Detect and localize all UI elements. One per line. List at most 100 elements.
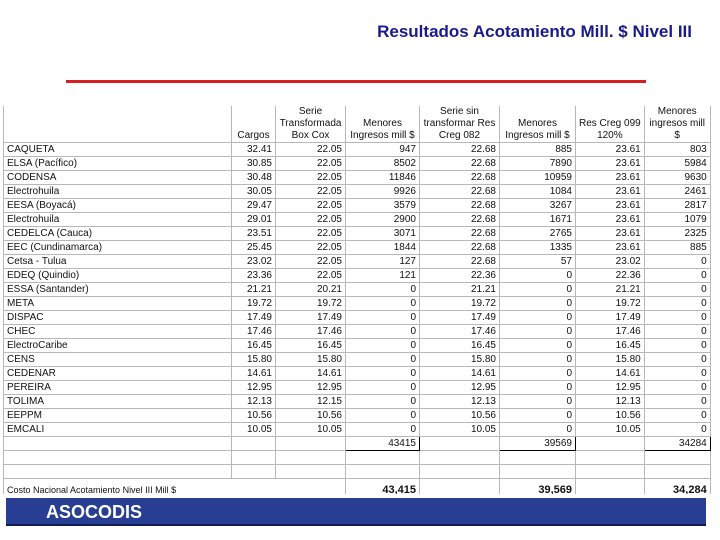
- utility-name-cell: CEDENAR: [3, 366, 232, 381]
- blank-row: [3, 450, 711, 465]
- table-row: CODENSA 30.48 22.05 11846 22.68 10959 23.61 963…: [3, 170, 711, 185]
- value-cell: 21.21: [231, 282, 276, 297]
- column-header: Box Cox: [275, 130, 346, 143]
- value-cell: 22.05: [275, 184, 346, 199]
- empty-cell: [275, 464, 346, 479]
- value-cell: 10959: [499, 170, 576, 185]
- value-cell: 0: [643, 324, 711, 339]
- column-header: Res Creg 099: [575, 118, 645, 130]
- footer-brand-label: ASOCODIS: [46, 502, 143, 522]
- value-cell: 0: [643, 254, 711, 269]
- value-cell: 17.46: [575, 324, 645, 339]
- empty-cell: [575, 436, 645, 451]
- empty-cell: [275, 450, 346, 465]
- utility-name-cell: META: [3, 296, 232, 311]
- table-row: TOLIMA 12.13 12.15 0 12.13 0 12.13 0: [3, 394, 711, 409]
- table-row: CHEC 17.46 17.46 0 17.46 0 17.46 0: [3, 324, 711, 339]
- value-cell: 22.68: [419, 226, 500, 241]
- value-cell: 7890: [499, 156, 576, 171]
- value-cell: 0: [345, 338, 420, 353]
- empty-cell: [231, 450, 276, 465]
- value-cell: 22.36: [419, 268, 500, 283]
- value-cell: 23.61: [575, 226, 645, 241]
- value-cell: 0: [643, 394, 711, 409]
- value-cell: 20.21: [275, 282, 346, 297]
- utility-name-cell: EEC (Cundinamarca): [3, 240, 232, 255]
- table-row: CEDENAR 14.61 14.61 0 14.61 0 14.61 0: [3, 366, 711, 381]
- value-cell: 17.49: [231, 310, 276, 325]
- value-cell: 0: [345, 310, 420, 325]
- value-cell: 23.36: [231, 268, 276, 283]
- value-cell: 9926: [345, 184, 420, 199]
- value-cell: 10.05: [419, 422, 500, 437]
- value-cell: 947: [345, 142, 420, 157]
- value-cell: 23.61: [575, 156, 645, 171]
- value-cell: 22.68: [419, 212, 500, 227]
- column-header: [499, 106, 576, 118]
- value-cell: 0: [499, 324, 576, 339]
- value-cell: 0: [345, 394, 420, 409]
- empty-cell: [419, 464, 500, 479]
- value-cell: 0: [643, 268, 711, 283]
- empty-cell: [499, 464, 576, 479]
- value-cell: 22.05: [275, 226, 346, 241]
- column-header: $: [643, 130, 711, 143]
- value-cell: 32.41: [231, 142, 276, 157]
- value-cell: 0: [643, 408, 711, 423]
- column-header: Ingresos mill $: [499, 130, 576, 143]
- value-cell: 23.61: [575, 240, 645, 255]
- table-row: Electrohuila 30.05 22.05 9926 22.68 1084 23.61…: [3, 184, 711, 199]
- value-cell: 0: [643, 366, 711, 381]
- value-cell: 16.45: [275, 338, 346, 353]
- table-row: ESSA (Santander) 21.21 20.21 0 21.21 0 21.21 0: [3, 282, 711, 297]
- value-cell: 17.49: [275, 310, 346, 325]
- empty-cell: [575, 478, 645, 494]
- empty-cell: [345, 450, 420, 465]
- value-cell: 1844: [345, 240, 420, 255]
- value-cell: 10.05: [231, 422, 276, 437]
- column-header: 120%: [575, 130, 645, 143]
- value-cell: 0: [499, 352, 576, 367]
- table-row: CAQUETA 32.41 22.05 947 22.68 885 23.61 803: [3, 142, 711, 157]
- value-cell: 2900: [345, 212, 420, 227]
- value-cell: 14.61: [419, 366, 500, 381]
- value-cell: 12.13: [419, 394, 500, 409]
- column-header: Serie: [275, 106, 346, 118]
- column-header: [3, 118, 232, 130]
- value-cell: 17.46: [231, 324, 276, 339]
- value-cell: 885: [643, 240, 711, 255]
- subtotal-cell: 34284: [643, 436, 711, 451]
- page-title: Resultados Acotamiento Mill. $ Nivel III: [377, 22, 692, 41]
- total-row: Costo Nacional Acotamiento Nivel III Mil…: [3, 478, 711, 494]
- value-cell: 17.46: [275, 324, 346, 339]
- table-row: EMCALI 10.05 10.05 0 10.05 0 10.05 0: [3, 422, 711, 437]
- subtotal-cell: 43415: [345, 436, 420, 451]
- value-cell: 0: [499, 366, 576, 381]
- value-cell: 0: [345, 296, 420, 311]
- value-cell: 30.48: [231, 170, 276, 185]
- utility-name-cell: TOLIMA: [3, 394, 232, 409]
- value-cell: 0: [499, 310, 576, 325]
- table-row: EDEQ (Quindio) 23.36 22.05 121 22.36 0 22.36 0: [3, 268, 711, 283]
- empty-cell: [419, 450, 500, 465]
- value-cell: 0: [499, 268, 576, 283]
- value-cell: 57: [499, 254, 576, 269]
- value-cell: 0: [643, 310, 711, 325]
- value-cell: 0: [499, 296, 576, 311]
- table-row: EESA (Boyacá) 29.47 22.05 3579 22.68 3267 23.6…: [3, 198, 711, 213]
- table-row: DISPAC 17.49 17.49 0 17.49 0 17.49 0: [3, 310, 711, 325]
- value-cell: 0: [499, 380, 576, 395]
- value-cell: 23.61: [575, 142, 645, 157]
- value-cell: 0: [643, 380, 711, 395]
- value-cell: 22.05: [275, 254, 346, 269]
- value-cell: 0: [643, 296, 711, 311]
- value-cell: 9630: [643, 170, 711, 185]
- value-cell: 15.80: [419, 352, 500, 367]
- column-header: [3, 130, 232, 143]
- table-row: CENS 15.80 15.80 0 15.80 0 15.80 0: [3, 352, 711, 367]
- value-cell: 12.15: [275, 394, 346, 409]
- utility-name-cell: Electrohuila: [3, 212, 232, 227]
- column-header: ingresos mill: [643, 118, 711, 130]
- value-cell: 23.61: [575, 198, 645, 213]
- value-cell: 0: [345, 366, 420, 381]
